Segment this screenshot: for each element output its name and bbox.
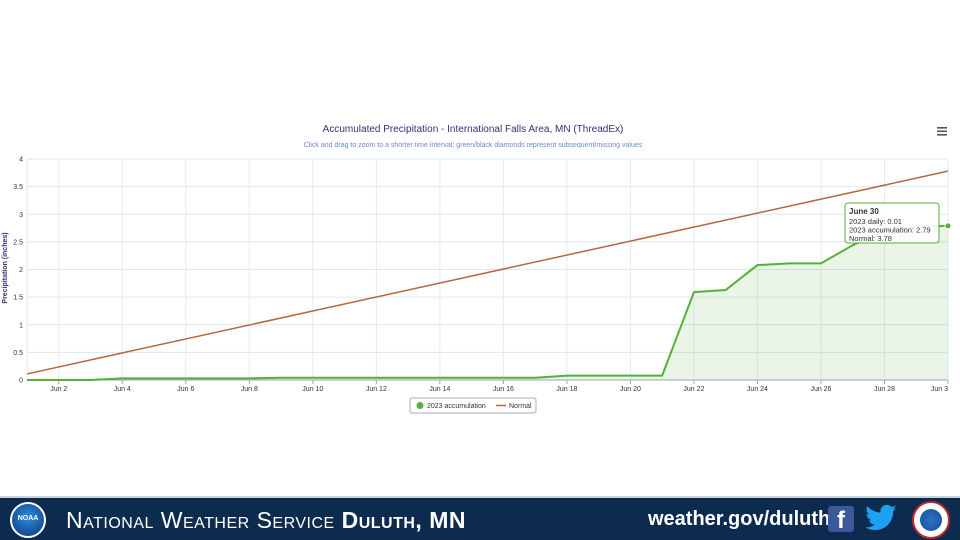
- x-tick-label: Jun 3: [931, 386, 948, 393]
- x-tick-label: Jun 10: [302, 386, 323, 393]
- nws-logo-center: [920, 509, 942, 531]
- x-tick-label: Jun 18: [556, 386, 577, 393]
- x-tick-label: Jun 14: [429, 386, 450, 393]
- y-tick-label: 0: [19, 378, 23, 385]
- x-tick-label: Jun 26: [810, 386, 831, 393]
- x-axis-ticks: Jun 2 Jun 4 Jun 6 Jun 8 Jun 10 Jun 12 Jun 14 Ju…: [50, 380, 949, 393]
- chart-grid: [26, 158, 949, 381]
- tooltip-line: 2023 daily: 0.01: [849, 217, 902, 226]
- noaa-logo-text: NOAA: [17, 515, 39, 522]
- x-tick-label: Jun 22: [683, 386, 704, 393]
- chart-subtitle: Click and drag to zoom to a shorter time…: [304, 142, 643, 149]
- x-tick-label: Jun 12: [366, 386, 387, 393]
- facebook-icon[interactable]: f: [828, 506, 854, 532]
- footer-banner: NOAA National Weather Service Duluth, MN…: [0, 496, 960, 540]
- footer-title-regular: National Weather Service: [66, 507, 342, 533]
- footer-title: National Weather Service Duluth, MN: [66, 507, 466, 534]
- chart-title: Accumulated Precipitation - Internationa…: [323, 124, 624, 135]
- x-tick-label: Jun 24: [747, 386, 768, 393]
- tooltip-line: 2023 accumulation: 2.79: [849, 226, 931, 235]
- legend[interactable]: 2023 accumulation Normal: [409, 397, 537, 414]
- y-tick-label: 3: [19, 212, 23, 219]
- website-link[interactable]: weather.gov/duluth: [648, 508, 831, 530]
- legend-label-accumulation[interactable]: 2023 accumulation: [427, 403, 486, 410]
- accumulation-area: [27, 225, 948, 380]
- x-tick-label: Jun 2: [50, 386, 67, 393]
- nws-logo: [912, 501, 950, 539]
- tooltip-line: Normal: 3.78: [849, 234, 892, 243]
- x-tick-label: Jun 8: [241, 386, 258, 393]
- tooltip-box: [844, 202, 940, 244]
- normal-line: [26, 170, 949, 375]
- noaa-logo: NOAA: [10, 502, 46, 538]
- twitter-icon[interactable]: [864, 504, 898, 534]
- hamburger-menu-icon[interactable]: [937, 127, 947, 136]
- y-tick-label: 2: [19, 267, 23, 274]
- y-tick-label: 4: [19, 157, 23, 164]
- precipitation-chart[interactable]: Accumulated Precipitation - Internationa…: [0, 0, 960, 496]
- x-tick-label: Jun 28: [874, 386, 895, 393]
- x-tick-label: Jun 6: [177, 386, 194, 393]
- y-tick-label: 1: [19, 322, 23, 329]
- footer-title-office: Duluth, MN: [341, 507, 466, 533]
- y-tick-label: 2.5: [13, 239, 23, 246]
- accumulation-point: [944, 222, 952, 230]
- legend-marker-accumulation: [416, 402, 424, 409]
- legend-label-normal[interactable]: Normal: [509, 403, 532, 410]
- tooltip-title: June 30: [849, 207, 879, 216]
- accumulation-line: [27, 224, 949, 381]
- x-tick-label: Jun 16: [493, 386, 514, 393]
- series-layer: [26, 170, 952, 381]
- legend-box: [409, 397, 537, 414]
- x-tick-label: Jun 20: [620, 386, 641, 393]
- y-tick-label: 1.5: [13, 295, 23, 302]
- y-tick-label: 3.5: [13, 184, 23, 191]
- x-tick-label: Jun 4: [114, 386, 131, 393]
- y-tick-label: 0.5: [13, 350, 23, 357]
- y-axis-label: Precipitation (inches): [2, 232, 9, 303]
- y-axis-ticks: 0 0.5 1 1.5 2 2.5 3 3.5 4: [13, 157, 23, 385]
